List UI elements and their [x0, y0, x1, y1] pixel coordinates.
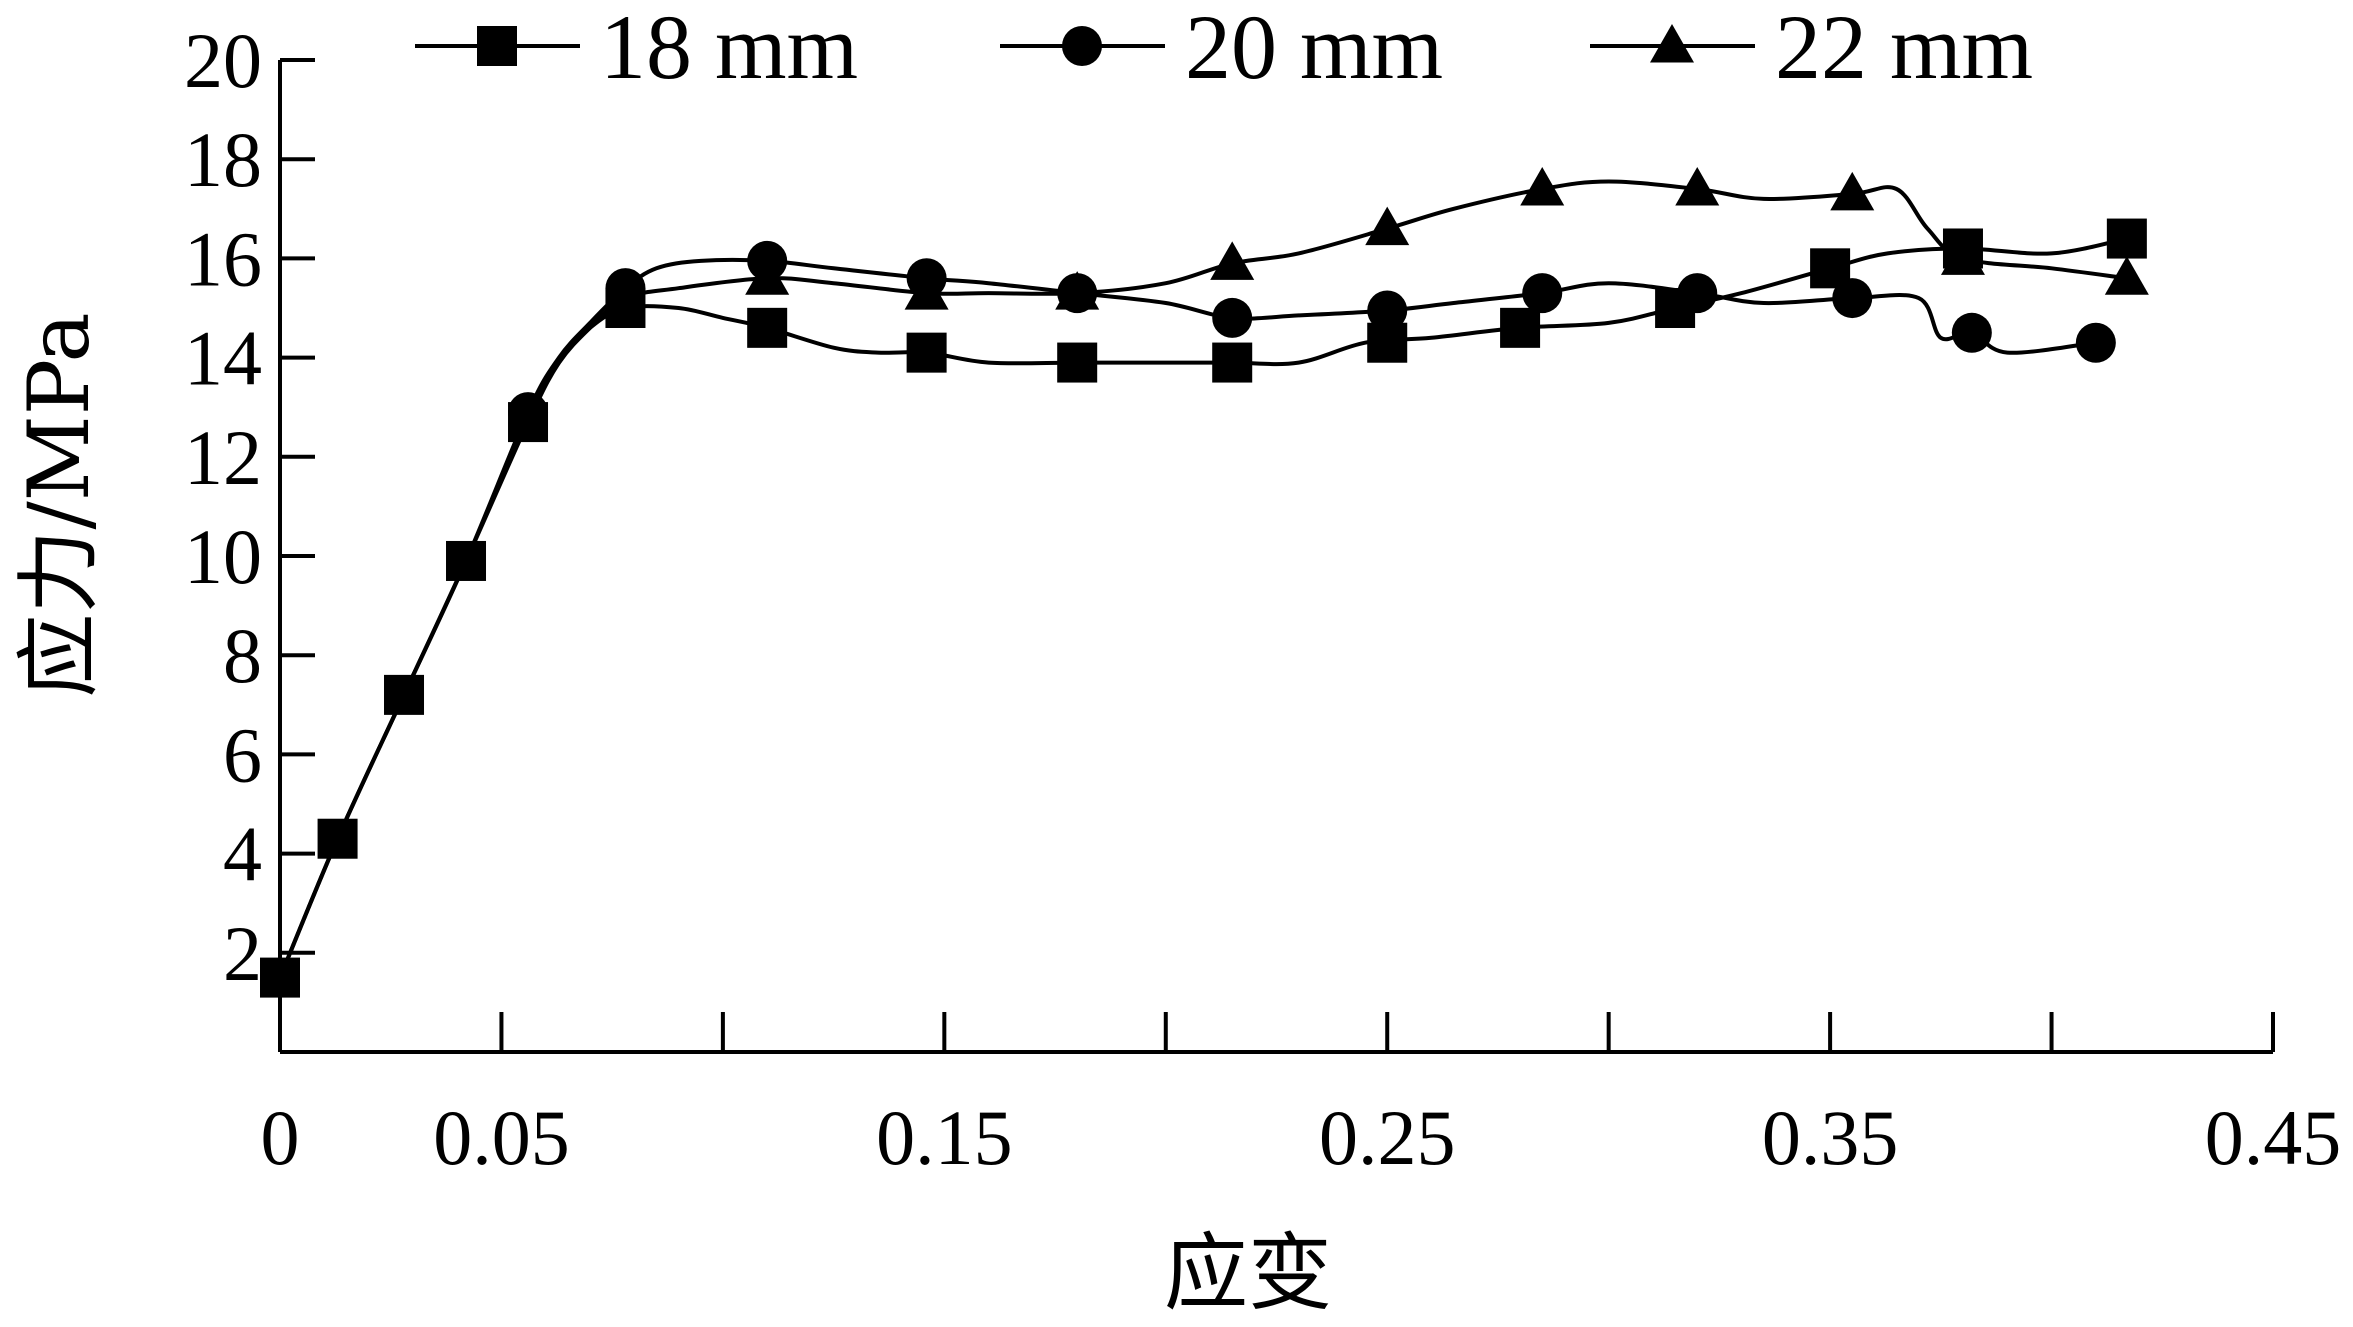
x-tick-label: 0.25	[1319, 1094, 1456, 1181]
marker-18mm	[260, 957, 300, 998]
axes	[278, 60, 2273, 1054]
marker-20mm	[1832, 278, 1873, 319]
legend-marker-20mm	[1062, 26, 1102, 66]
marker-18mm	[1500, 307, 1541, 348]
marker-18mm	[1212, 342, 1253, 383]
marker-22mm	[1210, 241, 1255, 280]
marker-22mm	[745, 256, 790, 295]
x-axis-title: 应变	[1164, 1224, 1332, 1322]
marker-22mm	[2104, 256, 2149, 295]
y-tick-label: 10	[184, 513, 262, 600]
marker-18mm	[906, 332, 947, 373]
marker-22mm	[1055, 271, 1100, 310]
y-tick-label: 2	[223, 910, 262, 997]
marker-20mm	[1522, 273, 1563, 314]
y-axis-title: 应力/MPa	[10, 312, 108, 697]
series-line-20mm	[278, 257, 2097, 979]
marker-18mm	[384, 674, 425, 715]
marker-22mm	[1830, 171, 1875, 211]
marker-20mm	[1951, 312, 1992, 353]
legend: 18 mm 20 mm 22 mm	[415, 0, 2033, 98]
x-tick-label: 0	[261, 1094, 300, 1181]
x-tick-label: 0.05	[433, 1094, 570, 1181]
marker-18mm	[1057, 342, 1098, 383]
x-axis-ticks: 0 0.05 0.15 0.25 0.35 0.45	[261, 1012, 2342, 1181]
x-tick-label: 0.45	[2205, 1094, 2342, 1181]
x-tick-label: 0.35	[1762, 1094, 1899, 1181]
y-tick-label: 20	[184, 17, 262, 104]
marker-18mm	[747, 307, 788, 348]
legend-marker-22mm	[1650, 24, 1694, 63]
marker-22mm	[904, 271, 949, 310]
marker-22mm	[1520, 166, 1565, 206]
legend-label-18mm: 18 mm	[600, 0, 858, 98]
legend-marker-18mm	[477, 26, 517, 66]
y-tick-label: 4	[223, 811, 262, 898]
marker-22mm	[1940, 236, 1985, 275]
y-tick-label: 18	[184, 116, 262, 203]
marker-20mm	[605, 268, 646, 309]
marker-20mm	[1367, 290, 1408, 331]
marker-20mm	[1212, 297, 1253, 338]
legend-label-20mm: 20 mm	[1185, 0, 1443, 98]
y-tick-label: 8	[223, 612, 262, 699]
marker-20mm	[2075, 322, 2116, 363]
marker-22mm	[1675, 166, 1720, 206]
marker-18mm	[317, 818, 358, 859]
x-tick-label: 0.15	[876, 1094, 1013, 1181]
marker-18mm	[446, 540, 487, 581]
y-axis-ticks: 2 4 6 8 10 12 14 16 18 20	[184, 17, 315, 997]
marker-22mm	[1365, 206, 1410, 246]
marker-18mm	[2106, 218, 2147, 259]
series-line-18mm	[278, 236, 2128, 979]
y-tick-label: 6	[223, 711, 262, 798]
series-markers	[260, 166, 2149, 998]
legend-label-22mm: 22 mm	[1775, 0, 2033, 98]
marker-20mm	[508, 392, 549, 433]
marker-20mm	[1677, 273, 1718, 314]
y-tick-label: 14	[184, 315, 262, 402]
y-tick-label: 16	[184, 215, 262, 302]
y-tick-label: 12	[184, 414, 262, 501]
